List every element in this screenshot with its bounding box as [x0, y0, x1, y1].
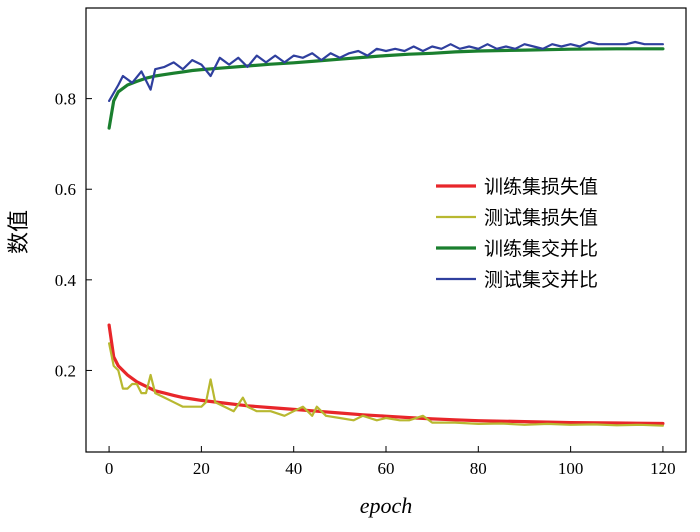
plot-frame — [85, 7, 687, 453]
x-tick-label: 100 — [558, 459, 584, 478]
series-line-1 — [107, 323, 665, 426]
axis-ticks: 0 20 40 60 80 100 120 0.2 0.4 0.6 0.8 — [55, 90, 676, 478]
series-line-2 — [107, 342, 665, 427]
x-tick-label: 120 — [650, 459, 676, 478]
y-tick-label: 0.2 — [55, 361, 76, 380]
y-tick-label: 0.8 — [55, 90, 76, 109]
y-tick-label: 0.4 — [55, 271, 77, 290]
legend-label-4: 测试集交并比 — [484, 269, 598, 291]
series-line-3 — [107, 47, 665, 130]
legend-label-2: 测试集损失值 — [484, 207, 598, 229]
y-tick-label: 0.6 — [55, 180, 76, 199]
legend-label-1: 训练集损失值 — [484, 176, 598, 198]
x-tick-label: 20 — [193, 459, 210, 478]
y-axis-title: 数值 — [6, 210, 31, 254]
x-tick-label: 0 — [105, 459, 114, 478]
x-tick-label: 80 — [470, 459, 487, 478]
series-line-4 — [107, 40, 665, 103]
plot-border — [85, 7, 687, 453]
legend-label-3: 训练集交并比 — [484, 238, 598, 260]
x-tick-label: 60 — [378, 459, 395, 478]
x-axis-title: epoch — [360, 493, 413, 518]
series-layer — [107, 40, 665, 427]
x-tick-label: 40 — [285, 459, 302, 478]
